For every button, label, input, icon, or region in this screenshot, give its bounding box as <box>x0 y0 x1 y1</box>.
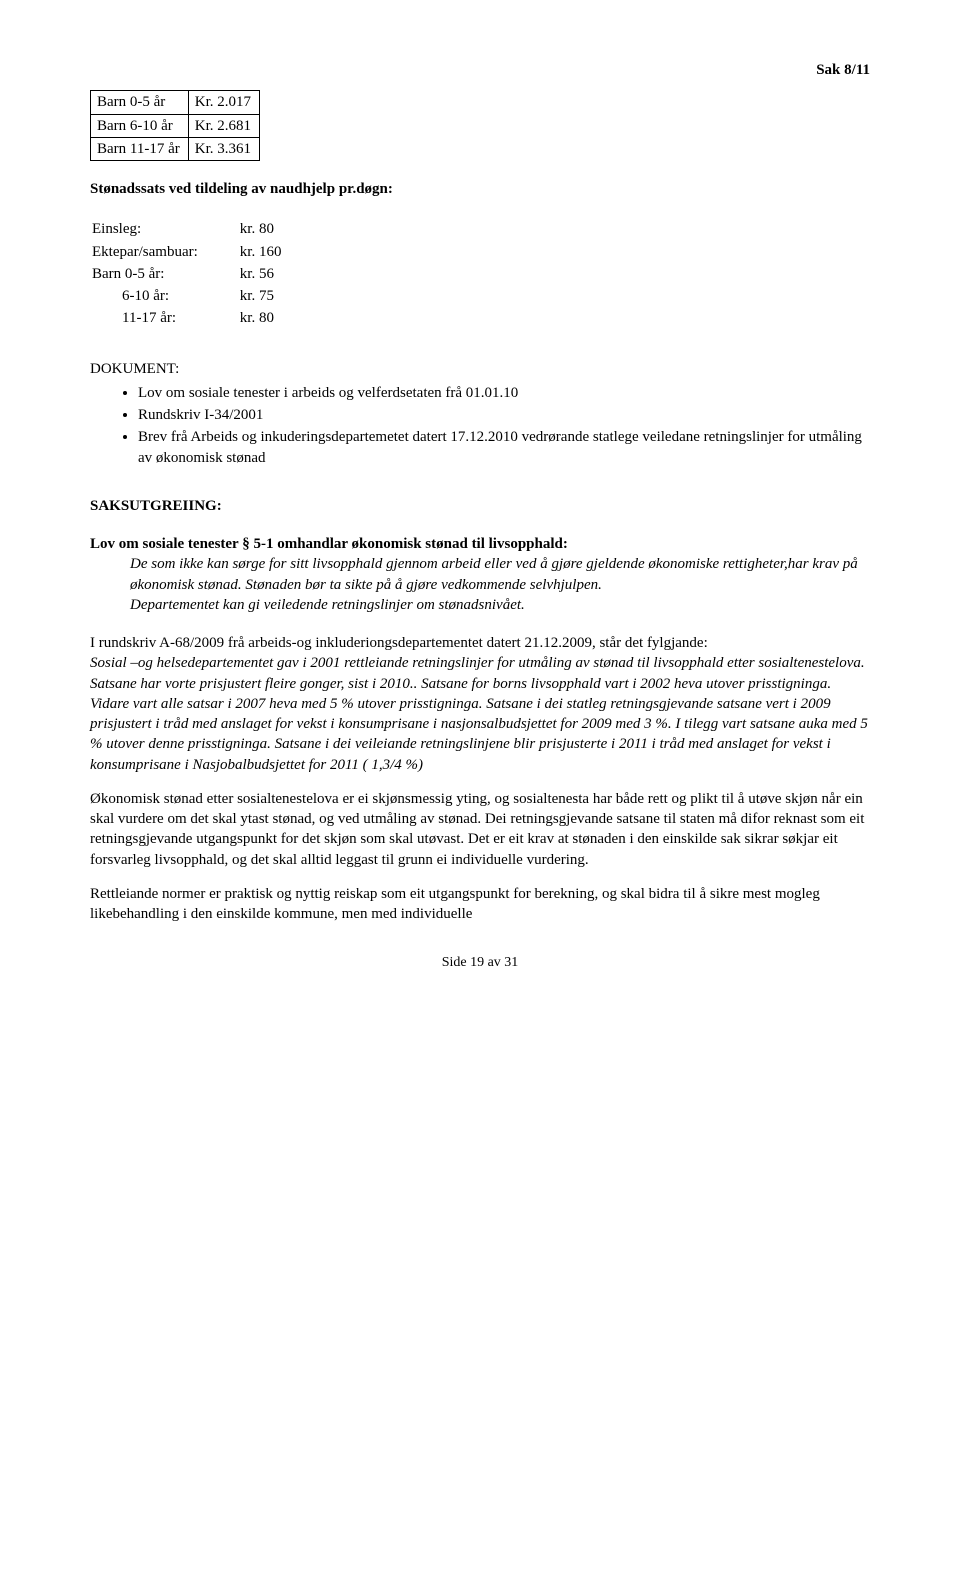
case-reference: Sak 8/11 <box>90 60 870 80</box>
kv-value: kr. 56 <box>240 264 288 284</box>
stonadssats-title: Stønadssats ved tildeling av naudhjelp p… <box>90 179 870 199</box>
table-row: Barn 0-5 år Kr. 2.017 <box>91 91 260 114</box>
page-footer: Side 19 av 31 <box>90 954 870 973</box>
rate-label: Barn 11-17 år <box>91 137 189 160</box>
table-row: Barn 11-17 år Kr. 3.361 <box>91 137 260 160</box>
kv-label: Barn 0-5 år: <box>92 264 238 284</box>
stonadssats-table: Einsleg: kr. 80 Ektepar/sambuar: kr. 160… <box>90 217 289 330</box>
list-item: Lov om sosiale tenester i arbeids og vel… <box>138 383 870 403</box>
para1-italic: Sosial –og helsedepartementet gav i 2001… <box>90 655 868 772</box>
table-row: Barn 6-10 år Kr. 2.681 <box>91 114 260 137</box>
lov-body-2: Departementet kan gi veiledende retnings… <box>130 595 870 615</box>
list-item: Brev frå Arbeids og inkuderingsdeparteme… <box>138 427 870 468</box>
paragraph-rettleiande: Rettleiande normer er praktisk og nyttig… <box>90 884 870 925</box>
table-row: Ektepar/sambuar: kr. 160 <box>92 242 287 262</box>
dokument-heading: DOKUMENT: <box>90 359 870 379</box>
kv-value: kr. 80 <box>240 308 288 328</box>
table-row: 11-17 år: kr. 80 <box>92 308 287 328</box>
rate-table: Barn 0-5 år Kr. 2.017 Barn 6-10 år Kr. 2… <box>90 90 260 161</box>
rate-label: Barn 6-10 år <box>91 114 189 137</box>
rate-label: Barn 0-5 år <box>91 91 189 114</box>
lov-body-1: De som ikke kan sørge for sitt livsoppha… <box>130 554 870 595</box>
list-item: Rundskriv I-34/2001 <box>138 405 870 425</box>
rate-value: Kr. 2.681 <box>188 114 259 137</box>
dokument-list: Lov om sosiale tenester i arbeids og vel… <box>90 383 870 468</box>
table-row: Barn 0-5 år: kr. 56 <box>92 264 287 284</box>
paragraph-okonomisk: Økonomisk stønad etter sosialtenestelova… <box>90 789 870 870</box>
table-row: Einsleg: kr. 80 <box>92 219 287 239</box>
rate-value: Kr. 2.017 <box>188 91 259 114</box>
para1-lead: I rundskriv A-68/2009 frå arbeids-og ink… <box>90 635 708 651</box>
table-row: 6-10 år: kr. 75 <box>92 286 287 306</box>
kv-value: kr. 75 <box>240 286 288 306</box>
kv-label: Ektepar/sambuar: <box>92 242 238 262</box>
paragraph-rundskriv: I rundskriv A-68/2009 frå arbeids-og ink… <box>90 633 870 775</box>
kv-value: kr. 160 <box>240 242 288 262</box>
kv-value: kr. 80 <box>240 219 288 239</box>
lov-title: Lov om sosiale tenester § 5-1 omhandlar … <box>90 534 870 554</box>
kv-label: 6-10 år: <box>92 286 238 306</box>
rate-value: Kr. 3.361 <box>188 137 259 160</box>
kv-label: Einsleg: <box>92 219 238 239</box>
saksutgreiing-heading: SAKSUTGREIING: <box>90 496 870 516</box>
kv-label: 11-17 år: <box>92 308 238 328</box>
